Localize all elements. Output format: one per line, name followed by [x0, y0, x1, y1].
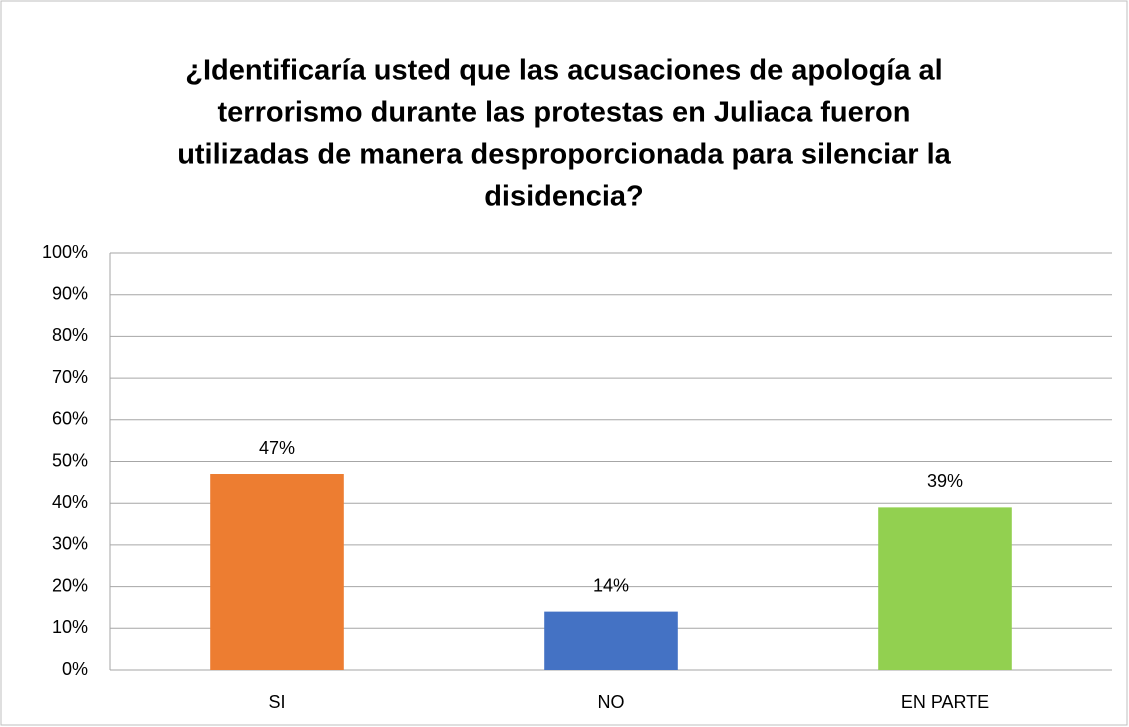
x-tick-label: NO — [598, 692, 625, 712]
data-label: 14% — [593, 575, 629, 595]
chart-title: utilizadas de manera desproporcionada pa… — [177, 139, 951, 171]
data-label: 47% — [259, 438, 295, 458]
y-tick-label: 20% — [52, 575, 88, 595]
data-label: 39% — [927, 471, 963, 491]
y-tick-label: 30% — [52, 534, 88, 554]
chart-title: terrorismo durante las protestas en Juli… — [218, 97, 911, 129]
bar — [544, 611, 678, 670]
x-tick-label: EN PARTE — [901, 692, 989, 712]
bar — [210, 474, 344, 670]
y-tick-label: 100% — [42, 242, 88, 262]
y-tick-label: 60% — [52, 409, 88, 429]
y-tick-label: 90% — [52, 283, 88, 303]
x-tick-label: SI — [268, 692, 285, 712]
y-tick-label: 40% — [52, 492, 88, 512]
y-tick-label: 10% — [52, 617, 88, 637]
chart-title: ¿Identificaría usted que las acusaciones… — [185, 55, 942, 87]
y-tick-label: 50% — [52, 450, 88, 470]
y-tick-label: 0% — [62, 659, 88, 679]
bar — [878, 507, 1012, 670]
y-tick-label: 80% — [52, 325, 88, 345]
chart-title: disidencia? — [484, 181, 644, 213]
y-tick-label: 70% — [52, 367, 88, 387]
